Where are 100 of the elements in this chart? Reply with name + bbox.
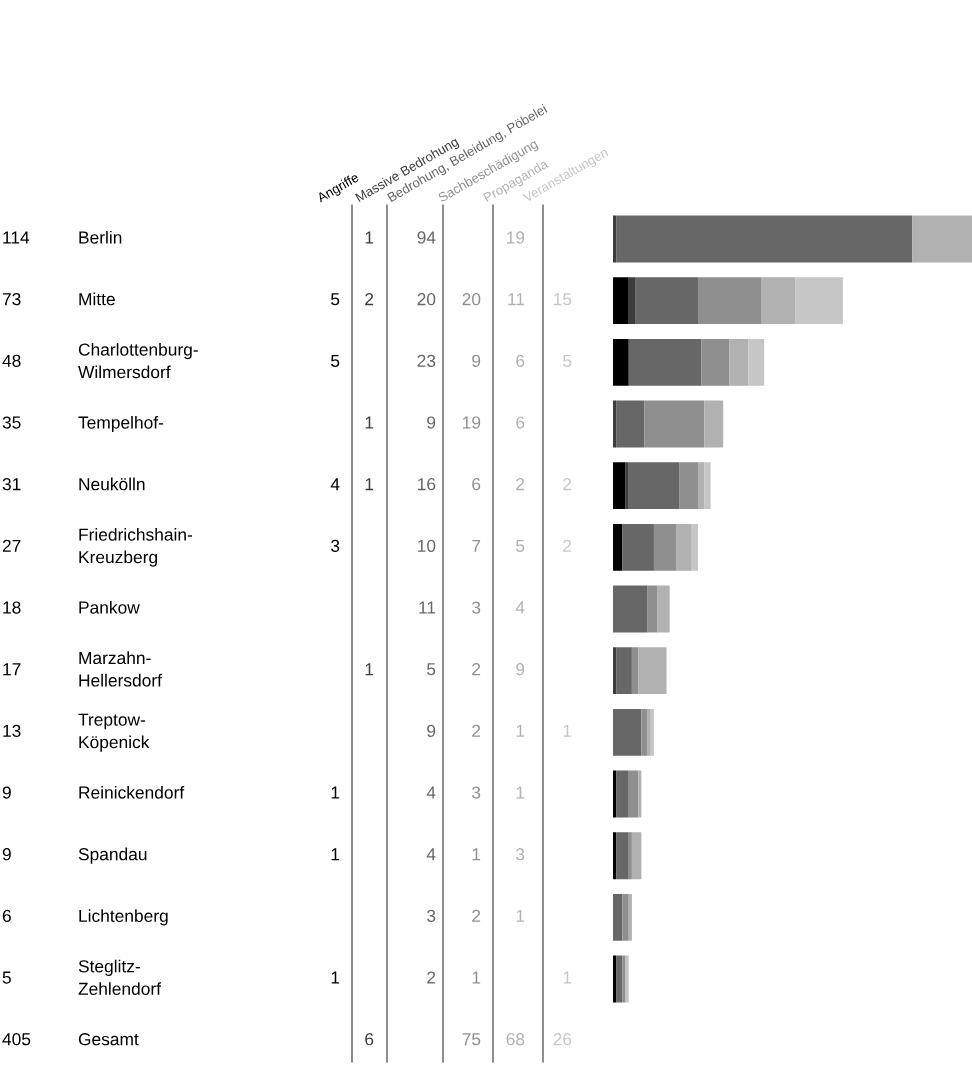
text: 48 [2, 354, 21, 367]
text: 75 [462, 1033, 481, 1046]
y-tick-label: Mitte [79, 292, 115, 306]
data-label: 23 [417, 354, 436, 367]
bar [613, 647, 617, 695]
bar [698, 462, 705, 510]
bar [698, 277, 762, 325]
data-label: 9 [427, 416, 436, 429]
bar [644, 400, 705, 448]
data-label: 2 [472, 724, 481, 737]
data-label: 1 [331, 786, 340, 799]
bar [616, 647, 632, 695]
bar [613, 955, 617, 1003]
bar [628, 770, 639, 818]
data-label: 4 [426, 848, 436, 861]
y-tick-label: Berlin [79, 230, 122, 244]
data-label: 1 [516, 909, 525, 922]
y-tick-label: Spandau [78, 847, 147, 864]
data-label: 1 [516, 724, 525, 737]
bar [653, 523, 676, 571]
bar [679, 462, 699, 510]
bar [675, 523, 692, 571]
data-label: 2 [472, 909, 481, 922]
data-label: 11 [419, 601, 436, 614]
data-label: 1 [365, 663, 374, 676]
bar [616, 832, 629, 880]
bar [761, 277, 796, 325]
bar [641, 708, 648, 756]
data-label: 6 [472, 478, 481, 491]
data-label: 4 [330, 478, 340, 491]
data-label: 7 [472, 539, 481, 552]
text: 114 [3, 231, 30, 244]
data-label: 15 [554, 293, 572, 306]
text: 73 [2, 293, 21, 306]
bar [613, 770, 617, 818]
data-label: 1 [472, 848, 481, 861]
data-label: 11 [508, 293, 525, 306]
data-label: 20 [417, 293, 436, 306]
data-label: 5 [427, 663, 436, 676]
bar [631, 832, 642, 880]
data-label: 1 [365, 231, 374, 244]
data-label: 9 [516, 663, 525, 676]
data-label: 4 [515, 601, 525, 614]
text: 68 [506, 1033, 525, 1046]
text: 31 [2, 478, 21, 491]
bar [628, 338, 702, 386]
text: 9 [2, 786, 11, 799]
bar [613, 893, 623, 941]
bar [613, 708, 642, 756]
data-label: 2 [365, 293, 374, 306]
data-label: 2 [472, 663, 481, 676]
data-label: 20 [462, 293, 481, 306]
data-label: 19 [507, 231, 525, 244]
y-tick-label: Marzahn- Hellersdorf [79, 651, 162, 687]
bar [628, 893, 632, 941]
data-label: 4 [426, 786, 436, 799]
data-label: 5 [516, 539, 525, 553]
data-label: 1 [365, 478, 374, 491]
bar [701, 338, 730, 386]
data-label: 1 [331, 971, 340, 984]
data-label: 3 [472, 601, 481, 614]
text: 6 [365, 1033, 374, 1046]
bar [912, 215, 972, 263]
data-label: 19 [463, 416, 481, 429]
bar [628, 277, 636, 325]
data-label: 16 [418, 478, 436, 491]
text: 17 [3, 663, 21, 676]
bar [622, 523, 654, 571]
bar [628, 832, 632, 880]
y-tick-label: Steglitz- Zehlendorf [78, 959, 162, 995]
y-tick-label: Charlottenburg- Wilmersdorf [78, 343, 198, 379]
data-label: 94 [417, 231, 436, 244]
data-label: 6 [516, 354, 525, 367]
bar [613, 277, 629, 325]
bar [647, 585, 658, 633]
data-label: 5 [331, 293, 340, 306]
text: 6 [2, 909, 11, 923]
bar [613, 585, 648, 633]
y-tick-label: Reinickendorf [79, 785, 185, 799]
data-label: 1 [472, 971, 481, 984]
text: 5 [2, 971, 11, 984]
bar [638, 647, 667, 695]
bar [638, 770, 642, 818]
data-label: 2 [516, 478, 525, 491]
data-label: 1 [331, 848, 340, 861]
bar [795, 277, 843, 325]
data-label: 9 [472, 354, 481, 367]
bar [748, 338, 765, 386]
text: 18 [3, 601, 21, 614]
bar [628, 462, 680, 510]
y-tick-label: Treptow- Köpenick [78, 713, 150, 752]
data-label: 6 [516, 416, 525, 429]
text: Gesamt [78, 1033, 139, 1046]
bar [616, 215, 913, 263]
bar [625, 462, 629, 510]
bar [631, 647, 639, 695]
text: 35 [2, 416, 21, 429]
text: 9 [2, 848, 11, 861]
text: 27 [2, 539, 21, 552]
data-label: 1 [365, 416, 374, 429]
